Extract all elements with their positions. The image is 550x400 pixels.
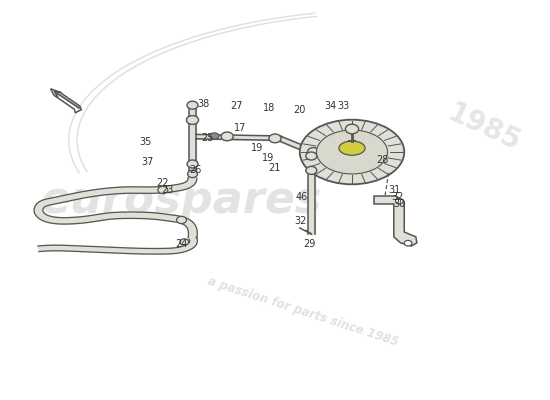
Text: 17: 17 [234, 123, 246, 133]
Ellipse shape [300, 120, 404, 184]
Circle shape [210, 133, 219, 139]
Text: 23: 23 [162, 185, 174, 195]
Polygon shape [374, 196, 417, 246]
Text: 33: 33 [338, 101, 350, 111]
Text: 19: 19 [251, 143, 263, 153]
Text: 26: 26 [189, 165, 201, 175]
Text: 1985: 1985 [443, 99, 525, 157]
Circle shape [345, 124, 359, 134]
Text: 19: 19 [262, 153, 274, 163]
Polygon shape [278, 136, 314, 154]
Ellipse shape [339, 141, 365, 155]
Text: eurospares: eurospares [41, 178, 322, 222]
Circle shape [306, 166, 317, 174]
Circle shape [306, 152, 317, 160]
Text: 37: 37 [141, 157, 153, 167]
Text: 29: 29 [304, 239, 316, 249]
Circle shape [186, 116, 199, 124]
Text: 32: 32 [392, 192, 404, 202]
Text: 34: 34 [324, 101, 336, 111]
Circle shape [221, 132, 233, 141]
Polygon shape [34, 178, 197, 238]
Text: 21: 21 [268, 163, 280, 173]
Text: 18: 18 [263, 103, 276, 113]
Text: 30: 30 [394, 199, 406, 209]
Text: a passion for parts since 1985: a passion for parts since 1985 [206, 275, 399, 349]
Ellipse shape [316, 130, 388, 174]
Text: 20: 20 [294, 105, 306, 115]
Circle shape [177, 216, 186, 224]
Text: 32: 32 [294, 216, 306, 226]
Circle shape [187, 160, 198, 168]
Circle shape [269, 134, 281, 143]
Circle shape [307, 148, 320, 156]
Text: 25: 25 [202, 133, 214, 143]
Text: 31: 31 [389, 185, 401, 195]
Circle shape [187, 101, 198, 109]
Polygon shape [38, 237, 197, 254]
Text: 27: 27 [230, 101, 243, 111]
Text: 28: 28 [376, 155, 388, 165]
Text: 24: 24 [175, 239, 187, 249]
Circle shape [180, 239, 189, 245]
Circle shape [158, 186, 168, 194]
Circle shape [188, 170, 197, 178]
Text: 46: 46 [295, 192, 307, 202]
Text: 35: 35 [140, 137, 152, 147]
Text: 22: 22 [156, 178, 168, 188]
Circle shape [404, 240, 412, 246]
Circle shape [395, 198, 403, 204]
Text: 38: 38 [197, 99, 210, 109]
